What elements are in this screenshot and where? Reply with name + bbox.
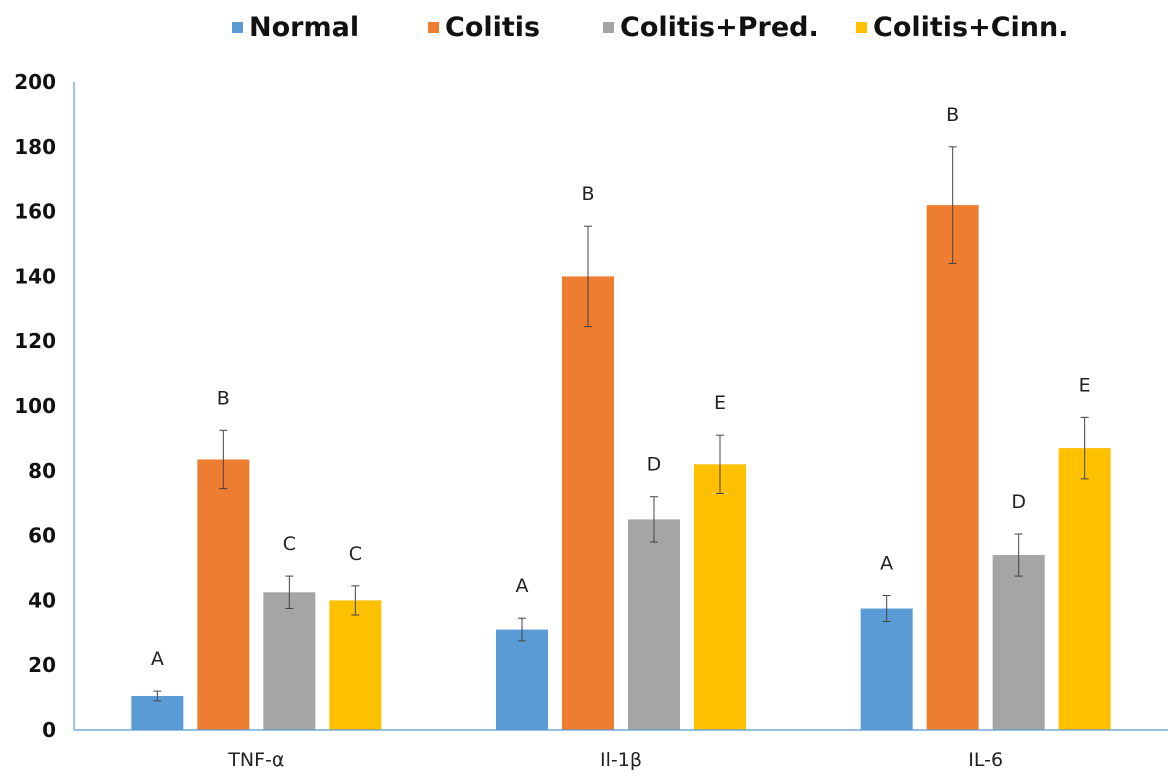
- y-tick-label: 40: [28, 588, 56, 612]
- bar: [197, 459, 250, 730]
- significance-label: D: [647, 454, 662, 476]
- significance-label: E: [714, 392, 726, 414]
- legend-swatch: [856, 22, 867, 33]
- legend: Normal Colitis Colitis+Pred. Colitis+Cinn.: [232, 12, 1069, 43]
- y-tick-label: 20: [28, 653, 56, 677]
- bar: [992, 555, 1045, 730]
- significance-label: E: [1079, 374, 1091, 396]
- legend-label: Normal: [249, 12, 359, 43]
- y-tick-label: 200: [14, 70, 56, 94]
- y-tick-label: 140: [14, 264, 56, 288]
- significance-label: D: [1011, 491, 1026, 513]
- bar: [329, 600, 382, 730]
- significance-label: A: [516, 575, 529, 597]
- bar: [496, 629, 548, 730]
- y-tick-label: 0: [42, 718, 56, 742]
- bar: [263, 592, 316, 730]
- x-tick-label: IL-6: [968, 749, 1003, 771]
- y-tick-label: 80: [28, 459, 56, 483]
- y-tick-label: 100: [14, 394, 56, 418]
- y-axis: 0 20 40 60 80 100 120 140 160 180 200: [14, 70, 75, 742]
- legend-label: Colitis+Cinn.: [873, 12, 1069, 43]
- bar: [1058, 448, 1111, 730]
- significance-label: A: [151, 648, 164, 670]
- x-tick-label: Il-1β: [600, 749, 642, 771]
- legend-swatch: [428, 22, 439, 33]
- significance-label: B: [217, 387, 230, 409]
- bar: [562, 276, 614, 730]
- x-axis: TNF-α Il-1β IL-6: [74, 729, 1168, 771]
- significance-label: B: [946, 104, 959, 126]
- bar: [860, 608, 913, 730]
- legend-swatch: [232, 22, 243, 33]
- x-tick-label: TNF-α: [227, 749, 284, 771]
- significance-label: A: [880, 553, 893, 575]
- y-tick-label: 160: [14, 200, 56, 224]
- bar: [926, 205, 979, 730]
- bars: A B C C A B D E A B D E: [131, 104, 1111, 730]
- significance-label: B: [581, 183, 594, 205]
- y-tick-label: 60: [28, 524, 56, 548]
- significance-label: C: [283, 533, 296, 555]
- y-tick-label: 120: [14, 329, 56, 353]
- bar: [694, 464, 746, 730]
- bar: [628, 519, 680, 730]
- significance-label: C: [349, 543, 362, 565]
- legend-label: Colitis+Pred.: [620, 12, 819, 43]
- legend-swatch: [603, 22, 614, 33]
- legend-label: Colitis: [445, 12, 540, 43]
- y-tick-label: 180: [14, 135, 56, 159]
- bar: [131, 695, 184, 730]
